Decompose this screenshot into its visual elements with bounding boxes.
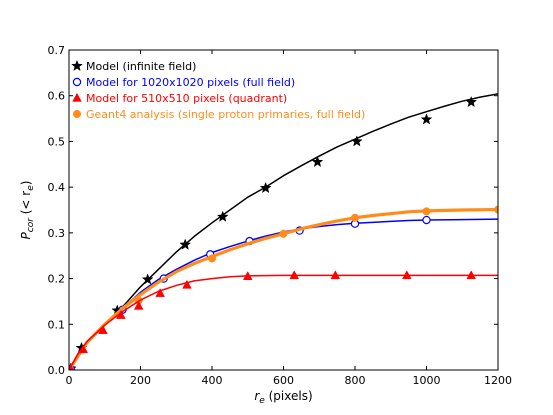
legend-label: Model for 510x510 pixels (quadrant) [86, 92, 287, 105]
y-axis-label: Pcor (< re) [19, 181, 36, 240]
y-axis-label-sub: cor [26, 217, 36, 232]
x-axis-label-unit: (pixels) [265, 389, 313, 403]
data-point [330, 270, 341, 280]
data-point [422, 215, 431, 225]
legend-label: Geant4 analysis (single proton primaries… [86, 108, 365, 121]
y-tick-label: 0.1 [48, 318, 66, 331]
legend-marker [72, 109, 82, 119]
series-line [69, 274, 498, 370]
y-tick-label: 0.0 [48, 364, 66, 377]
data-point [259, 181, 272, 194]
data-point [289, 270, 300, 280]
data-point [98, 325, 108, 334]
y-tick-label: 0.5 [48, 135, 66, 148]
y-axis-label-main: P [19, 231, 33, 239]
data-point [422, 207, 431, 216]
data-point [69, 363, 75, 370]
series-line [69, 93, 498, 370]
ticks-layer: 0 200 400 600 800 1000 1200 0.0 0.1 0.2 0.3 0.4 0.5 0… [48, 44, 513, 387]
series-1 [69, 215, 498, 370]
data-point [465, 95, 478, 108]
data-point [493, 205, 498, 214]
data-point [466, 270, 476, 280]
data-point [207, 254, 217, 263]
y-tick-label: 0.7 [48, 44, 66, 57]
legend-marker [72, 77, 82, 87]
data-point [133, 300, 144, 310]
y-tick-label: 0.6 [48, 90, 66, 103]
data-point [182, 279, 192, 289]
y-axis-label-open: (< r [19, 191, 33, 218]
data-point [116, 310, 126, 319]
y-axis-label-sub2: e [26, 185, 36, 191]
data-point [179, 238, 192, 250]
x-axis-label-main: r [254, 389, 260, 403]
data-point [242, 271, 253, 280]
legend-label: Model for 1020x1020 pixels (full field) [86, 76, 295, 89]
data-point [141, 273, 154, 285]
y-axis-label-close: ) [19, 181, 33, 186]
series-0 [69, 93, 498, 370]
x-tick-label: 400 [202, 374, 223, 387]
y-tick-label: 0.3 [48, 227, 66, 240]
data-point [279, 229, 288, 238]
legend-marker [71, 59, 83, 72]
series-3 [69, 205, 498, 370]
x-tick-label: 800 [345, 374, 366, 387]
data-point [420, 113, 433, 125]
data-point [350, 135, 363, 147]
series-2 [69, 270, 498, 370]
series-layer [69, 93, 498, 370]
data-point [350, 213, 360, 222]
data-point [402, 270, 412, 280]
x-tick-label: 600 [273, 374, 294, 387]
x-axis-label: re (pixels) [254, 389, 312, 406]
x-tick-label: 200 [130, 374, 151, 387]
y-tick-label: 0.4 [48, 181, 66, 194]
data-point [311, 155, 324, 168]
x-tick-label: 0 [66, 374, 73, 387]
legend-marker [72, 92, 82, 102]
legend-label: Model (infinite field) [86, 60, 196, 73]
series-line [69, 207, 498, 370]
data-point [78, 344, 89, 354]
x-axis-label-sub: e [259, 396, 265, 406]
y-tick-label: 0.2 [48, 273, 66, 286]
data-point [155, 288, 165, 297]
x-tick-label: 1000 [413, 374, 441, 387]
data-point [216, 210, 229, 222]
x-tick-label: 1200 [484, 374, 512, 387]
legend: Model (infinite field) Model for 1020x102… [71, 59, 365, 121]
